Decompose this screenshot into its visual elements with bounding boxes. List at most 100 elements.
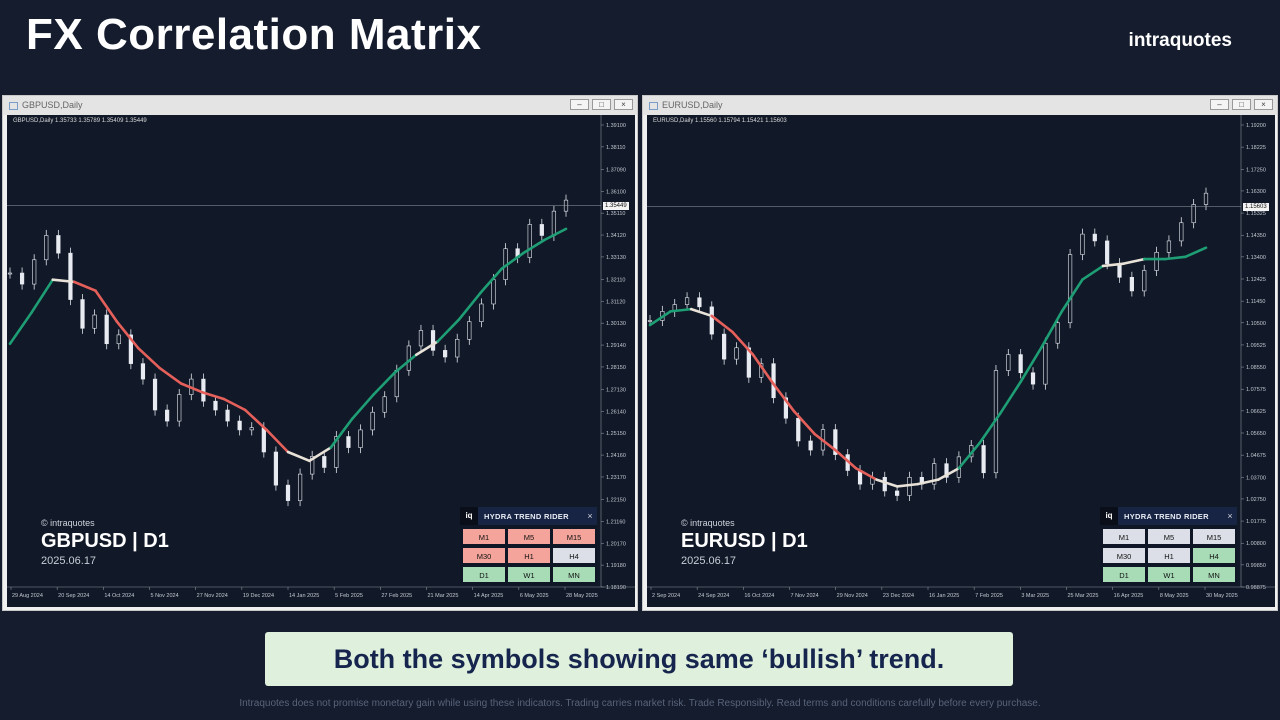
candle-body [56,235,61,254]
chart-canvas[interactable]: 1.19200 1.18225 1.17250 1.16300 1.15325 1.143… [647,115,1275,607]
trend-line-segment [1060,278,1084,313]
trend-panel-header: iq HYDRA TREND RIDER × [1100,507,1237,525]
maximize-button[interactable]: □ [1232,99,1251,110]
date-tick-label: 23 Dec 2024 [883,593,914,599]
candle-body [430,330,436,351]
price-tick-label: 1.34120 [606,233,626,239]
trend-line-segment [393,353,418,374]
trend-panel-header: iq HYDRA TREND RIDER × [460,507,597,525]
trend-line-segment [998,380,1022,415]
candle-body [808,440,813,451]
timeframe-cell-w1: W1 [1147,566,1191,583]
candle-body [1043,342,1048,385]
close-button[interactable]: × [1254,99,1273,110]
chart-window-eurusd[interactable]: EURUSD,Daily – □ × 1.19200 1.18225 1.17250… [642,95,1278,611]
candle-body [116,334,121,345]
timeframe-cell-m15: M15 [1192,528,1236,545]
trend-line-segment [689,307,714,318]
candle-body [44,235,49,261]
trend-line-segment [710,314,734,334]
candle-body [647,320,653,322]
candle-body [783,397,789,419]
page-title: FX Correlation Matrix [26,10,482,59]
candle-body [746,347,751,378]
candle-body [92,314,97,329]
chart-window-gbpusd[interactable]: GBPUSD,Daily – □ × 1.39100 1.38110 1.37090… [2,95,638,611]
date-tick-label: 7 Feb 2025 [975,593,1003,599]
minimize-button[interactable]: – [1210,99,1229,110]
ohlc-readout: GBPUSD,Daily 1.35733 1.35789 1.35409 1.3… [13,118,147,124]
trend-line-segment [1019,346,1043,384]
date-tick-label: 28 May 2025 [566,593,598,599]
price-tick-label: 1.13400 [1246,255,1266,261]
candle-body [334,436,339,468]
candle-body [1018,354,1023,374]
date-tick-label: 14 Jan 2025 [289,593,319,599]
price-tick-label: 1.06625 [1246,409,1266,415]
trend-line-segment [115,320,140,350]
trend-line-segment [731,330,755,356]
price-tick-label: 1.20170 [606,541,626,547]
iq-logo-icon: iq [1100,507,1118,525]
date-tick-label: 16 Oct 2024 [744,593,774,599]
price-tick-label: 1.37090 [606,167,626,173]
price-tick-label: 1.12425 [1246,277,1266,283]
price-tick-label: 1.29140 [606,343,626,349]
trend-line-segment [372,371,397,396]
candle-body [1129,276,1134,292]
candle-body [539,224,544,236]
candle-body [382,396,387,413]
timeframe-cell-m30: M30 [462,547,506,564]
trend-line-segment [94,289,119,323]
trend-line-segment [813,432,837,452]
minimize-button[interactable]: – [570,99,589,110]
price-tick-label: 1.23170 [606,475,626,481]
window-titlebar[interactable]: GBPUSD,Daily – □ × [3,96,637,115]
trend-panel-title: HYDRA TREND RIDER [1124,511,1209,521]
date-tick-label: 29 Nov 2024 [837,593,868,599]
iq-logo-icon: iq [460,507,478,525]
chart-window-icon [9,101,18,110]
candle-body [467,321,472,340]
close-icon[interactable]: × [587,511,593,521]
candle-body [1092,233,1097,242]
date-tick-label: 27 Feb 2025 [381,593,412,599]
price-chart[interactable]: 1.19200 1.18225 1.17250 1.16300 1.15325 1.143… [647,115,1275,607]
timeframe-cell-d1: D1 [462,566,506,583]
chart-canvas[interactable]: 1.39100 1.38110 1.37090 1.36100 1.35110 1.341… [7,115,635,607]
candle-body [225,409,230,422]
timeframe-cell-h1: H1 [507,547,551,564]
candle-body [1030,372,1036,385]
close-icon[interactable]: × [1227,511,1233,521]
price-tick-label: 1.24160 [606,453,626,459]
trend-line-segment [895,482,920,488]
trend-line-segment [916,478,940,486]
candle-body [104,314,109,345]
candle-body [1166,240,1172,253]
window-titlebar[interactable]: EURUSD,Daily – □ × [643,96,1277,115]
trend-line-segment [751,353,775,386]
trend-line-segment [669,307,693,313]
timeframe-cell-m15: M15 [552,528,596,545]
timeframe-cell-mn: MN [552,566,596,583]
price-tick-label: 1.35110 [606,211,625,217]
trend-line-segment [243,408,268,432]
close-button[interactable]: × [614,99,633,110]
maximize-button[interactable]: □ [592,99,611,110]
candle-body [80,299,85,329]
price-tick-label: 1.36100 [606,189,626,195]
symbol-label: GBPUSD | D1 [41,530,169,552]
trend-line-segment [457,291,482,321]
trend-line-segment [875,478,899,488]
date-tick-label: 14 Oct 2024 [104,593,134,599]
candle-body [285,484,291,501]
price-tick-label: 1.25150 [606,431,626,437]
trend-line-segment [1081,264,1105,281]
price-chart[interactable]: 1.39100 1.38110 1.37090 1.36100 1.35110 1.341… [7,115,635,607]
candle-body [1179,222,1184,242]
trend-line-segment [1101,262,1125,268]
price-tick-label: 1.18190 [606,585,626,591]
price-tick-label: 1.08550 [1246,365,1266,371]
brand-logo: intraquotes [1128,30,1232,51]
date-tick-label: 16 Jan 2025 [929,593,959,599]
